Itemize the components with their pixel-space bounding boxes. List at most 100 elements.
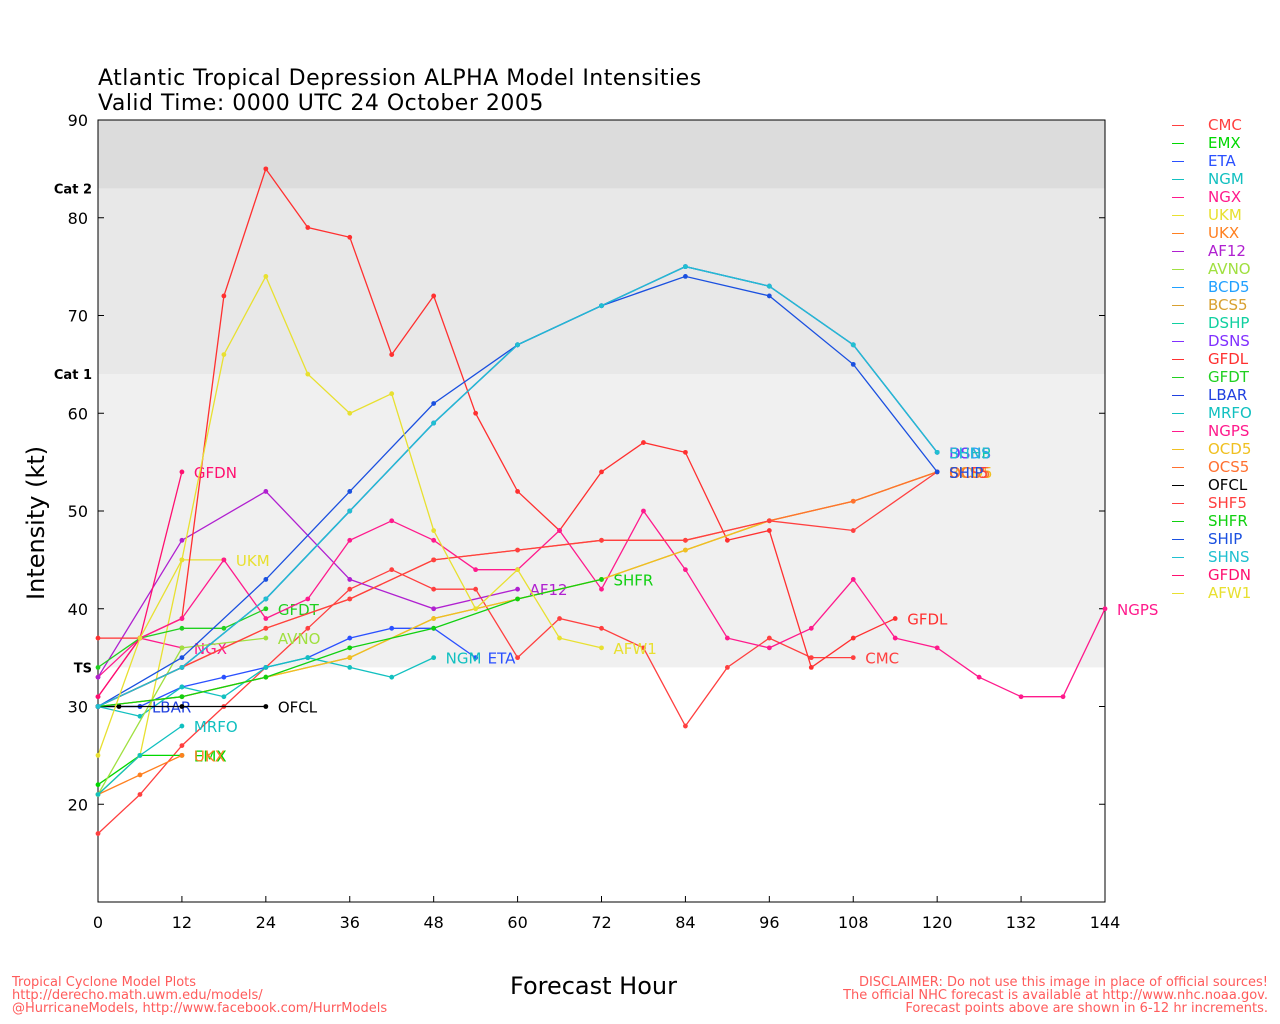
data-point xyxy=(431,537,437,543)
data-point xyxy=(179,694,185,700)
series-end-label: AFW1 xyxy=(614,640,657,658)
legend-swatch xyxy=(1172,268,1184,270)
data-point xyxy=(641,645,646,651)
data-point xyxy=(95,831,101,836)
data-point xyxy=(389,674,395,680)
category-band xyxy=(98,188,1105,375)
y-tick-label: 70 xyxy=(68,307,88,326)
data-point xyxy=(766,283,772,289)
data-point xyxy=(179,704,185,709)
legend-swatch xyxy=(1172,196,1184,198)
series-end-label: NGM xyxy=(446,650,482,668)
data-point xyxy=(221,694,227,700)
data-point xyxy=(263,577,269,582)
data-point xyxy=(766,293,772,299)
data-point xyxy=(95,782,101,788)
series-end-label: OCS5 xyxy=(949,464,990,482)
data-point xyxy=(347,508,353,514)
legend-label: AF12 xyxy=(1208,242,1246,260)
data-point xyxy=(389,352,395,357)
data-point xyxy=(431,625,437,631)
legend-entry: DSNS xyxy=(1172,332,1252,350)
x-axis-label: Forecast Hour xyxy=(510,972,677,1000)
y-tick-label: 30 xyxy=(68,698,88,717)
footer-credit-line[interactable]: @HurricaneModels, http://www.facebook.co… xyxy=(12,1001,388,1016)
data-point xyxy=(431,557,437,563)
data-point xyxy=(892,635,898,641)
footer-credit-line[interactable]: http://derecho.math.uwm.edu/models/ xyxy=(12,988,263,1003)
series-end-label: SHNS xyxy=(949,444,991,462)
data-point xyxy=(116,704,122,709)
data-point xyxy=(263,606,269,612)
data-point xyxy=(263,665,269,670)
disclaimer-line: DISCLAIMER: Do not use this image in pla… xyxy=(858,975,1268,990)
data-point xyxy=(724,537,730,543)
data-point xyxy=(850,498,856,504)
legend-swatch xyxy=(1172,214,1184,216)
data-point xyxy=(724,635,730,641)
data-point xyxy=(179,684,185,690)
legend-swatch xyxy=(1172,286,1184,288)
legend-label: AVNO xyxy=(1208,260,1251,278)
legend-entry: UKX xyxy=(1172,224,1252,242)
data-point xyxy=(389,625,395,631)
data-point xyxy=(599,586,604,592)
data-point xyxy=(473,606,479,612)
legend-label: EMX xyxy=(1208,134,1241,152)
data-point xyxy=(1102,606,1108,612)
legend-label: UKM xyxy=(1208,206,1242,224)
legend-entry: GFDL xyxy=(1172,350,1252,368)
data-point xyxy=(850,655,856,661)
legend-entry: AVNO xyxy=(1172,260,1252,278)
legend-label: OCD5 xyxy=(1208,440,1252,458)
data-point xyxy=(724,665,730,670)
data-point xyxy=(473,655,479,661)
x-tick-label: 72 xyxy=(591,913,611,932)
data-point xyxy=(179,752,185,758)
data-point xyxy=(850,361,856,367)
data-point xyxy=(683,547,688,553)
legend-swatch xyxy=(1172,358,1184,360)
data-point xyxy=(95,674,101,680)
legend-swatch xyxy=(1172,430,1184,432)
legend-swatch xyxy=(1172,304,1184,306)
data-point xyxy=(850,342,856,348)
legend-label: NGPS xyxy=(1208,422,1250,440)
data-point xyxy=(641,440,646,445)
data-point xyxy=(557,528,562,533)
x-tick-label: 36 xyxy=(340,913,360,932)
legend-entry: AFW1 xyxy=(1172,584,1252,602)
data-point xyxy=(179,743,185,748)
legend-swatch xyxy=(1172,448,1184,450)
x-tick-label: 144 xyxy=(1090,913,1121,932)
legend-entry: OFCL xyxy=(1172,476,1252,494)
legend-entry: MRFO xyxy=(1172,404,1252,422)
data-point xyxy=(263,625,269,631)
legend-swatch xyxy=(1172,592,1184,594)
data-point xyxy=(515,596,520,602)
x-tick-label: 60 xyxy=(507,913,527,932)
data-point xyxy=(263,616,269,621)
data-point xyxy=(599,625,604,631)
legend-swatch xyxy=(1172,520,1184,522)
x-tick-label: 84 xyxy=(675,913,695,932)
legend-label: OCS5 xyxy=(1208,458,1250,476)
legend-swatch xyxy=(1172,556,1184,558)
data-point xyxy=(683,449,688,455)
data-point xyxy=(263,596,269,602)
legend-entry: NGX xyxy=(1172,188,1252,206)
y-tick-label: 50 xyxy=(68,502,88,521)
data-point xyxy=(934,645,940,651)
data-point xyxy=(599,303,604,309)
legend-entry: GFDT xyxy=(1172,368,1252,386)
chart-subtitle: Valid Time: 0000 UTC 24 October 2005 xyxy=(98,91,544,116)
legend-label: GFDN xyxy=(1208,566,1252,584)
data-point xyxy=(95,665,101,670)
data-point xyxy=(263,635,269,641)
data-point xyxy=(892,616,898,621)
legend-entry: BCS5 xyxy=(1172,296,1252,314)
data-point xyxy=(515,586,520,592)
series-end-label: DSHP xyxy=(949,444,990,462)
data-point xyxy=(221,674,227,680)
legend-entry: BCD5 xyxy=(1172,278,1252,296)
